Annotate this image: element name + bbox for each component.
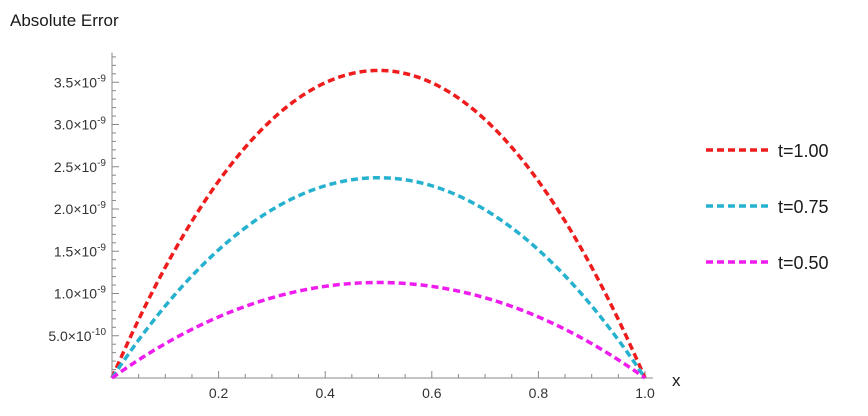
y-tick-label: 2.0×10-9 — [54, 200, 107, 217]
x-tick-label: 0.8 — [529, 385, 549, 401]
x-axis-title: x — [672, 371, 681, 390]
x-tick-label: 0.4 — [315, 385, 335, 401]
series-line-2 — [110, 175, 647, 379]
legend: t=1.00 t=0.75 t=0.50 — [706, 141, 829, 273]
y-tick-label: 5.0×10-10 — [48, 327, 106, 344]
y-axis-title: Absolute Error — [10, 11, 119, 30]
x-tick-label: 0.2 — [209, 385, 229, 401]
y-tick-label: 1.0×10-9 — [54, 285, 107, 302]
series-line-3 — [110, 280, 647, 380]
series-line-1 — [110, 68, 647, 379]
y-tick-label: 3.5×10-9 — [54, 73, 107, 90]
legend-label: t=0.50 — [778, 253, 829, 273]
y-tick-label: 1.5×10-9 — [54, 242, 107, 259]
legend-label: t=1.00 — [778, 141, 829, 161]
x-tick-label: 1.0 — [635, 385, 655, 401]
y-tick-label: 3.0×10-9 — [54, 116, 107, 133]
legend-label: t=0.75 — [778, 197, 829, 217]
y-tick-label: 2.5×10-9 — [54, 158, 107, 175]
x-tick-label: 0.6 — [422, 385, 442, 401]
curves — [110, 68, 647, 380]
axes: 0.2 0.4 0.6 0.8 1.0 5.0×10-10 1.0×10-9 1.5×10-9… — [48, 52, 655, 401]
